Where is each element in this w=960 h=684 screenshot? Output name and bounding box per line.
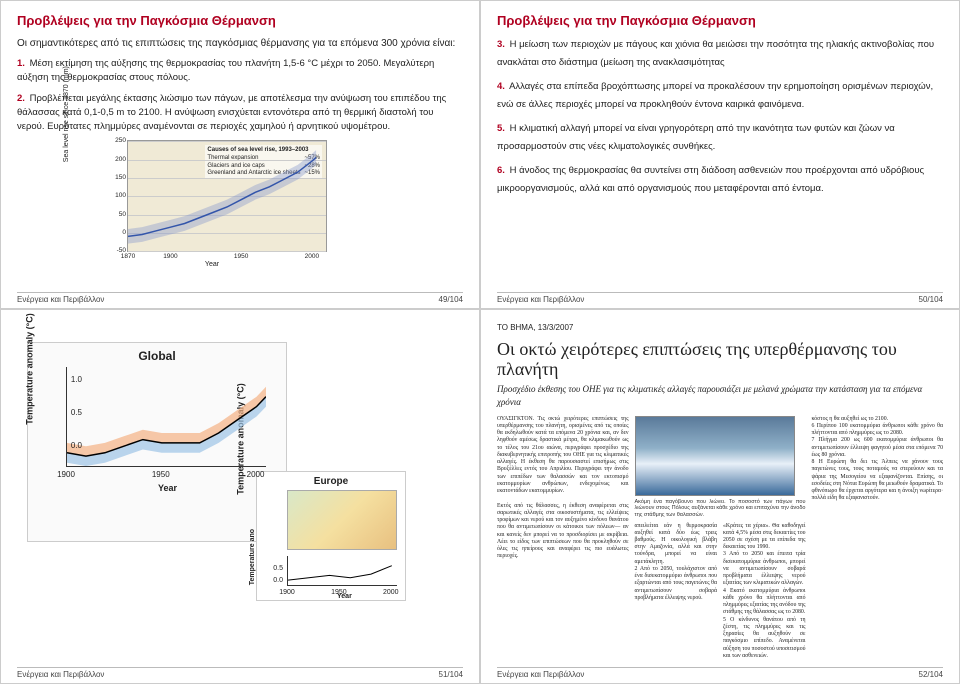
news-subhead: Προσχέδιο έκθεσης του ΟΗΕ για τις κλιματ… (497, 383, 943, 410)
item-number: 3. (497, 39, 505, 50)
item-number: 5. (497, 123, 505, 134)
item-number: 6. (497, 165, 505, 176)
image-caption: Ακόμη ένα παγόβουνο που λιώνει. Το ποσοσ… (635, 499, 806, 519)
page-number: 51/104 (439, 670, 463, 679)
list-item: 3. Η μείωση των περιοχών με πάγους και χ… (497, 36, 943, 72)
chart-xlabel: Year (158, 482, 177, 496)
slide-footer: Ενέργεια και Περιβάλλον 51/104 (17, 667, 463, 679)
footer-source: Ενέργεια και Περιβάλλον (497, 295, 584, 304)
slide-body: ΤΟ ΒΗΜΑ, 13/3/2007 Οι οκτώ χειρότερες επ… (497, 322, 943, 663)
slide-footer: Ενέργεια και Περιβάλλον 50/104 (497, 292, 943, 304)
item-number: 1. (17, 58, 25, 69)
list-item: 4. Αλλαγές στα επίπεδα βροχόπτωσης μπορε… (497, 78, 943, 114)
slide-title: Προβλέψεις για την Παγκόσμια Θέρμανση (497, 13, 943, 28)
page-number: 49/104 (439, 295, 463, 304)
item-number: 2. (17, 93, 25, 104)
slide-51: Global Temperature anomaly (°C) Temperat… (0, 309, 480, 684)
item-number: 4. (497, 81, 505, 92)
chart-plot-area: Causes of sea level rise, 1993–2003 Ther… (127, 140, 327, 252)
europe-map-icon (287, 490, 397, 550)
newspaper-name-date: ΤΟ ΒΗΜΑ, 13/3/2007 (497, 322, 943, 334)
slide-body: Οι σημαντικότερες από τις επιπτώσεις της… (17, 36, 463, 288)
slide-body: 3. Η μείωση των περιοχών με πάγους και χ… (497, 36, 943, 288)
footer-source: Ενέργεια και Περιβάλλον (17, 295, 104, 304)
list-item: 6. Η άνοδος της θερμοκρασίας θα συντείνε… (497, 162, 943, 198)
chart-ylabel: Sea level rise since 1870 (mm) (62, 66, 73, 162)
page-number: 50/104 (919, 295, 943, 304)
page-container: Προβλέψεις για την Παγκόσμια Θέρμανση Οι… (0, 0, 960, 684)
chart-ylabel: Temperature anomaly (°C) (23, 313, 37, 424)
item-text: Αλλαγές στα επίπεδα βροχόπτωσης μπορεί ν… (497, 81, 933, 110)
slide-footer: Ενέργεια και Περιβάλλον 49/104 (17, 292, 463, 304)
news-text: απειλείται εάν η θερμοκρασία αυξηθεί κατ… (635, 523, 717, 660)
slide-52: ΤΟ ΒΗΜΑ, 13/3/2007 Οι οκτώ χειρότερες επ… (480, 309, 960, 684)
page-number: 52/104 (919, 670, 943, 679)
item-text: Προβλέπεται μεγάλης έκτασης λιώσιμο των … (17, 93, 446, 133)
inset-ylabel: Temperature ano (248, 529, 259, 585)
news-col-1: ΟΥΑΣΙΓΚΤΟΝ. Τις οκτώ χειρότερες επιπτώσε… (497, 416, 629, 663)
iceberg-photo (635, 416, 795, 496)
news-text: ΟΥΑΣΙΓΚΤΟΝ. Τις οκτώ χειρότερες επιπτώσε… (497, 416, 629, 561)
intro-text: Οι σημαντικότερες από τις επιπτώσεις της… (17, 36, 463, 51)
sea-level-chart: Sea level rise since 1870 (mm) Causes of… (97, 140, 327, 270)
europe-inset-panel: Europe Temperature ano Year 0.00.5190019… (256, 471, 406, 601)
list-item: 5. Η κλιματική αλλαγή μπορεί να είναι γρ… (497, 120, 943, 156)
list-item: 1. Μέση εκτίμηση της αύξησης της θερμοκρ… (17, 57, 463, 86)
list-item: 2. Προβλέπεται μεγάλης έκτασης λιώσιμο τ… (17, 92, 463, 135)
global-temp-panel: Global Temperature anomaly (°C) Temperat… (27, 342, 287, 542)
inset-plot (287, 556, 397, 586)
inset-title: Europe (314, 474, 348, 489)
news-columns: ΟΥΑΣΙΓΚΤΟΝ. Τις οκτώ χειρότερες επιπτώσε… (497, 416, 943, 663)
item-text: Η μείωση των περιοχών με πάγους και χιόν… (497, 39, 934, 68)
slide-49: Προβλέψεις για την Παγκόσμια Θέρμανση Οι… (0, 0, 480, 309)
slide-body: Global Temperature anomaly (°C) Temperat… (17, 322, 463, 663)
footer-source: Ενέργεια και Περιβάλλον (17, 670, 104, 679)
news-text: «Κράτες τα χέρια». Θα καθοδηγεί κατά 4,5… (723, 523, 805, 660)
slide-title: Προβλέψεις για την Παγκόσμια Θέρμανση (17, 13, 463, 28)
news-headline: Οι οκτώ χειρότερες επιπτώσεις της υπερθέ… (497, 340, 943, 380)
news-col-2: Ακόμη ένα παγόβουνο που λιώνει. Το ποσοσ… (635, 416, 806, 663)
item-text: Μέση εκτίμηση της αύξησης της θερμοκρασί… (17, 58, 434, 83)
chart-xlabel: Year (205, 260, 219, 271)
slide-footer: Ενέργεια και Περιβάλλον 52/104 (497, 667, 943, 679)
chart-title: Global (138, 347, 175, 365)
item-text: Η άνοδος της θερμοκρασίας θα συντείνει σ… (497, 165, 924, 194)
slide-50: Προβλέψεις για την Παγκόσμια Θέρμανση 3.… (480, 0, 960, 309)
footer-source: Ενέργεια και Περιβάλλον (497, 670, 584, 679)
news-col-3: κόστος η θα αυξηθεί ως το 2100. 6 Περίπο… (811, 416, 943, 663)
news-text: κόστος η θα αυξηθεί ως το 2100. 6 Περίπο… (811, 416, 943, 503)
chart-plot-area (66, 367, 266, 467)
item-text: Η κλιματική αλλαγή μπορεί να είναι γρηγο… (497, 123, 895, 152)
